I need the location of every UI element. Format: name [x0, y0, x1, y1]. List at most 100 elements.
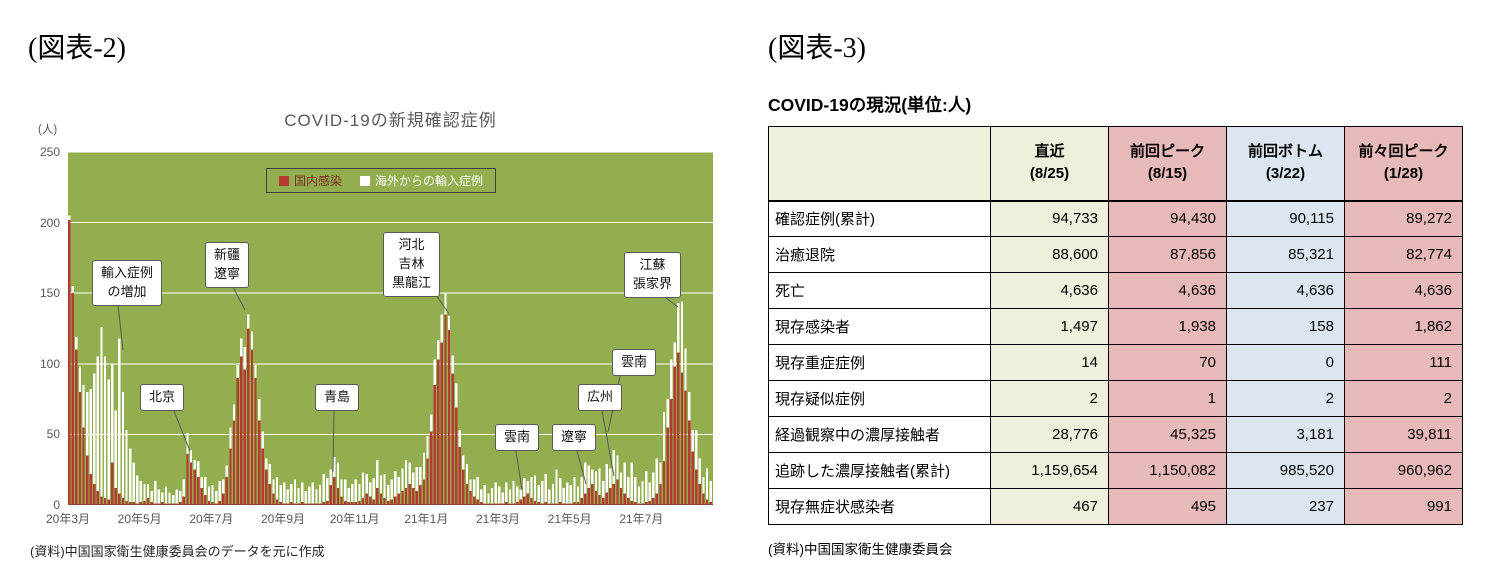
- bar-imported: [637, 486, 641, 504]
- bar-imported: [85, 392, 89, 456]
- bar-imported: [322, 473, 325, 503]
- value-cell: 4,636: [990, 272, 1109, 309]
- bar-imported: [437, 339, 440, 360]
- bar-imported: [684, 348, 687, 391]
- bar-domestic: [687, 420, 691, 505]
- annotation-text: 新疆: [214, 247, 241, 262]
- bar-domestic: [655, 493, 659, 505]
- bar-domestic: [369, 496, 372, 505]
- value-cell: 39,811: [1344, 416, 1463, 453]
- bar-domestic: [501, 503, 504, 505]
- bar-domestic: [634, 502, 637, 505]
- bar-imported: [576, 486, 580, 503]
- bar-imported: [304, 490, 307, 504]
- bar-domestic: [329, 485, 332, 505]
- bar-imported: [143, 483, 146, 501]
- bar-imported: [311, 482, 315, 504]
- bar-domestic: [240, 356, 243, 505]
- bar-imported: [498, 486, 501, 504]
- value-cell: 90,115: [1226, 200, 1345, 237]
- legend-item: 国内感染: [279, 172, 342, 189]
- bar-domestic: [412, 488, 415, 505]
- bar-imported: [118, 338, 121, 494]
- x-tick-label: 20年7月: [189, 512, 234, 526]
- annotation-text: 遼寧: [214, 265, 241, 281]
- bar-domestic: [437, 359, 440, 505]
- bar-domestic: [623, 493, 626, 505]
- table-title: COVID-19の現況(単位:人): [768, 95, 972, 115]
- bar-domestic: [526, 493, 530, 505]
- bar-imported: [544, 473, 547, 503]
- bar-imported: [472, 479, 476, 497]
- bar-domestic: [279, 502, 282, 505]
- bar-imported: [515, 486, 519, 503]
- bar-domestic: [465, 483, 469, 505]
- bar-domestic: [225, 476, 229, 505]
- bar-imported: [541, 480, 544, 504]
- bar-imported: [627, 476, 630, 498]
- bar-imported: [419, 466, 422, 486]
- bar-imported: [648, 482, 651, 501]
- bar-domestic: [197, 476, 200, 505]
- bar-imported: [548, 489, 551, 504]
- bar-domestic: [143, 500, 146, 505]
- x-tick-label: 20年11月: [329, 512, 380, 526]
- bar-domestic: [121, 497, 125, 505]
- bar-domestic: [171, 503, 175, 505]
- bar-imported: [103, 356, 107, 498]
- bar-imported: [508, 489, 512, 504]
- x-tick-label: 20年9月: [260, 512, 306, 526]
- bar-imported: [200, 476, 203, 489]
- bar-domestic: [361, 497, 365, 505]
- bar-domestic: [82, 427, 85, 505]
- bar-imported: [93, 373, 96, 484]
- bar-imported: [347, 488, 350, 503]
- bar-domestic: [85, 455, 89, 505]
- bar-imported: [75, 336, 78, 350]
- bar-domestic: [200, 488, 203, 505]
- bar-imported: [390, 479, 393, 500]
- bar-imported: [336, 462, 340, 489]
- bar-domestic: [118, 493, 121, 505]
- bar-imported: [68, 215, 71, 220]
- bar-imported: [601, 480, 605, 498]
- annotation-text: 遼寧: [561, 429, 588, 444]
- bar-domestic: [576, 502, 580, 505]
- y-tick-label: 50: [46, 427, 60, 442]
- bar-domestic: [429, 431, 433, 505]
- row-label: 現存感染者: [768, 308, 991, 345]
- table-body: 確認症例(累計) 94,733 94,430 90,115 89,272 治癒退院 88,6…: [768, 200, 1463, 525]
- bar-domestic: [662, 461, 666, 505]
- y-axis: 250 200 150 100 50 0: [18, 145, 62, 512]
- x-axis: 20年3月 20年5月 20年7月 20年9月 20年11月 21年1月 21年3月 21年5…: [46, 510, 728, 528]
- bar-imported: [293, 479, 297, 504]
- bar-imported: [490, 488, 494, 504]
- bar-domestic: [404, 488, 408, 505]
- bar-imported: [705, 468, 709, 500]
- bar-domestic: [100, 496, 103, 505]
- bar-imported: [197, 461, 200, 477]
- figure2-source-note: (資料)中国国家衛生健康委員会のデータを元に作成: [30, 544, 325, 559]
- bar-domestic: [326, 500, 329, 505]
- bar-domestic: [555, 503, 558, 505]
- chart-legend: 国内感染 海外からの輸入症例: [266, 168, 497, 193]
- bar-imported: [591, 469, 594, 484]
- bar-imported: [433, 359, 436, 385]
- value-cell: 14: [990, 344, 1109, 381]
- bar-domestic: [627, 497, 630, 505]
- bar-domestic: [605, 492, 608, 505]
- bar-imported: [286, 489, 289, 504]
- bar-domestic: [705, 499, 709, 505]
- bar-domestic: [684, 390, 687, 505]
- legend-swatch: [279, 175, 289, 186]
- annotation-text: 吉林: [398, 255, 425, 271]
- bar-imported: [315, 489, 318, 504]
- bar-imported: [673, 342, 676, 367]
- bar-imported: [128, 448, 132, 503]
- bar-domestic: [261, 448, 264, 505]
- bar-imported: [386, 485, 390, 501]
- bar-domestic: [702, 493, 705, 505]
- bar-imported: [505, 482, 508, 503]
- bar-imported: [211, 485, 214, 503]
- corner-header-cell: [768, 126, 991, 202]
